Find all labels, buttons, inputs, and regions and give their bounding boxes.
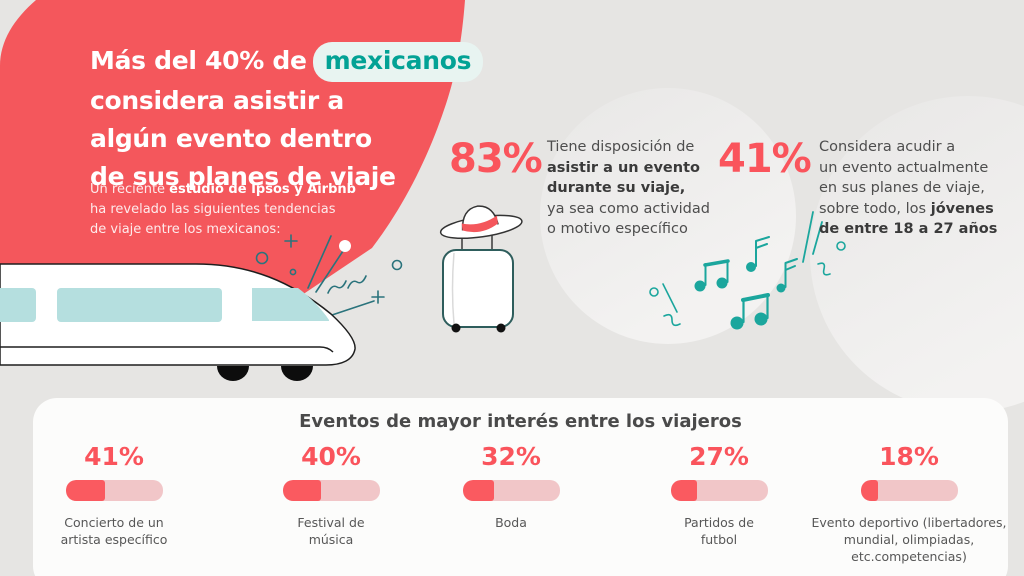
events-panel-title: Eventos de mayor interés entre los viaje… [299,411,742,432]
event-percent: 27% [689,442,749,471]
progress-bar [462,480,560,501]
event-percent: 32% [481,442,541,471]
study-source: estudio de Ipsos y Airbnb [169,182,356,197]
progress-bar-fill [462,480,494,501]
progress-bar-fill [670,480,697,501]
event-stat-futbol: 27% Partidos de futbol [619,442,819,548]
stat-83-description: Tiene disposición de asistir a un evento… [547,139,710,237]
music-notes-illustration [649,211,846,330]
hero-subtext: Un reciente estudio de Ipsos y Airbnb ha… [90,182,356,237]
stat-83-value: 83% [449,136,543,182]
events-panel: Eventos de mayor interés entre los viaje… [33,398,1008,576]
event-label: Festival de música [297,515,365,547]
event-label: Concierto de un artista específico [60,515,168,547]
event-label: Boda [495,515,527,530]
event-stat-deportivo: 18% Evento deportivo (libertadores, mund… [809,442,1009,565]
hero-headline: Más del 40% de mexicanos considera asisti… [90,42,484,196]
event-label: Partidos de futbol [684,515,754,547]
event-percent: 40% [301,442,361,471]
event-stat-boda: 32% Boda [411,442,611,531]
headline-line-2: considera asistir a [90,86,344,115]
event-percent: 41% [84,442,144,471]
highlight-pill: mexicanos [312,42,484,82]
headline-line-1: Más del 40% de mexicanos [90,42,484,82]
sun-hat-icon [439,205,523,240]
progress-bar-fill [282,480,322,501]
progress-bar [282,480,380,501]
event-label: Evento deportivo (libertadores, mundial,… [811,515,1007,564]
event-stat-concierto: 41% Concierto de un artista específico [14,442,214,548]
progress-bar-fill [860,480,878,501]
suitcase-hat-illustration [439,205,523,333]
headline-line-3: algún evento dentro [90,124,372,153]
train-illustration [0,263,356,381]
progress-bar [670,480,768,501]
stat-41-value: 41% [718,136,812,182]
progress-bar [65,480,163,501]
progress-bar [860,480,958,501]
train-wheel-icon [281,366,313,381]
stat-41-description: Considera acudir a un evento actualmente… [819,139,998,237]
train-wheel-icon [217,366,249,381]
event-stat-festival: 40% Festival de música [231,442,431,548]
event-percent: 18% [879,442,939,471]
background-circle-left [540,88,796,344]
headline-line-4: de sus planes de viaje [90,162,396,191]
progress-bar-fill [65,480,106,501]
